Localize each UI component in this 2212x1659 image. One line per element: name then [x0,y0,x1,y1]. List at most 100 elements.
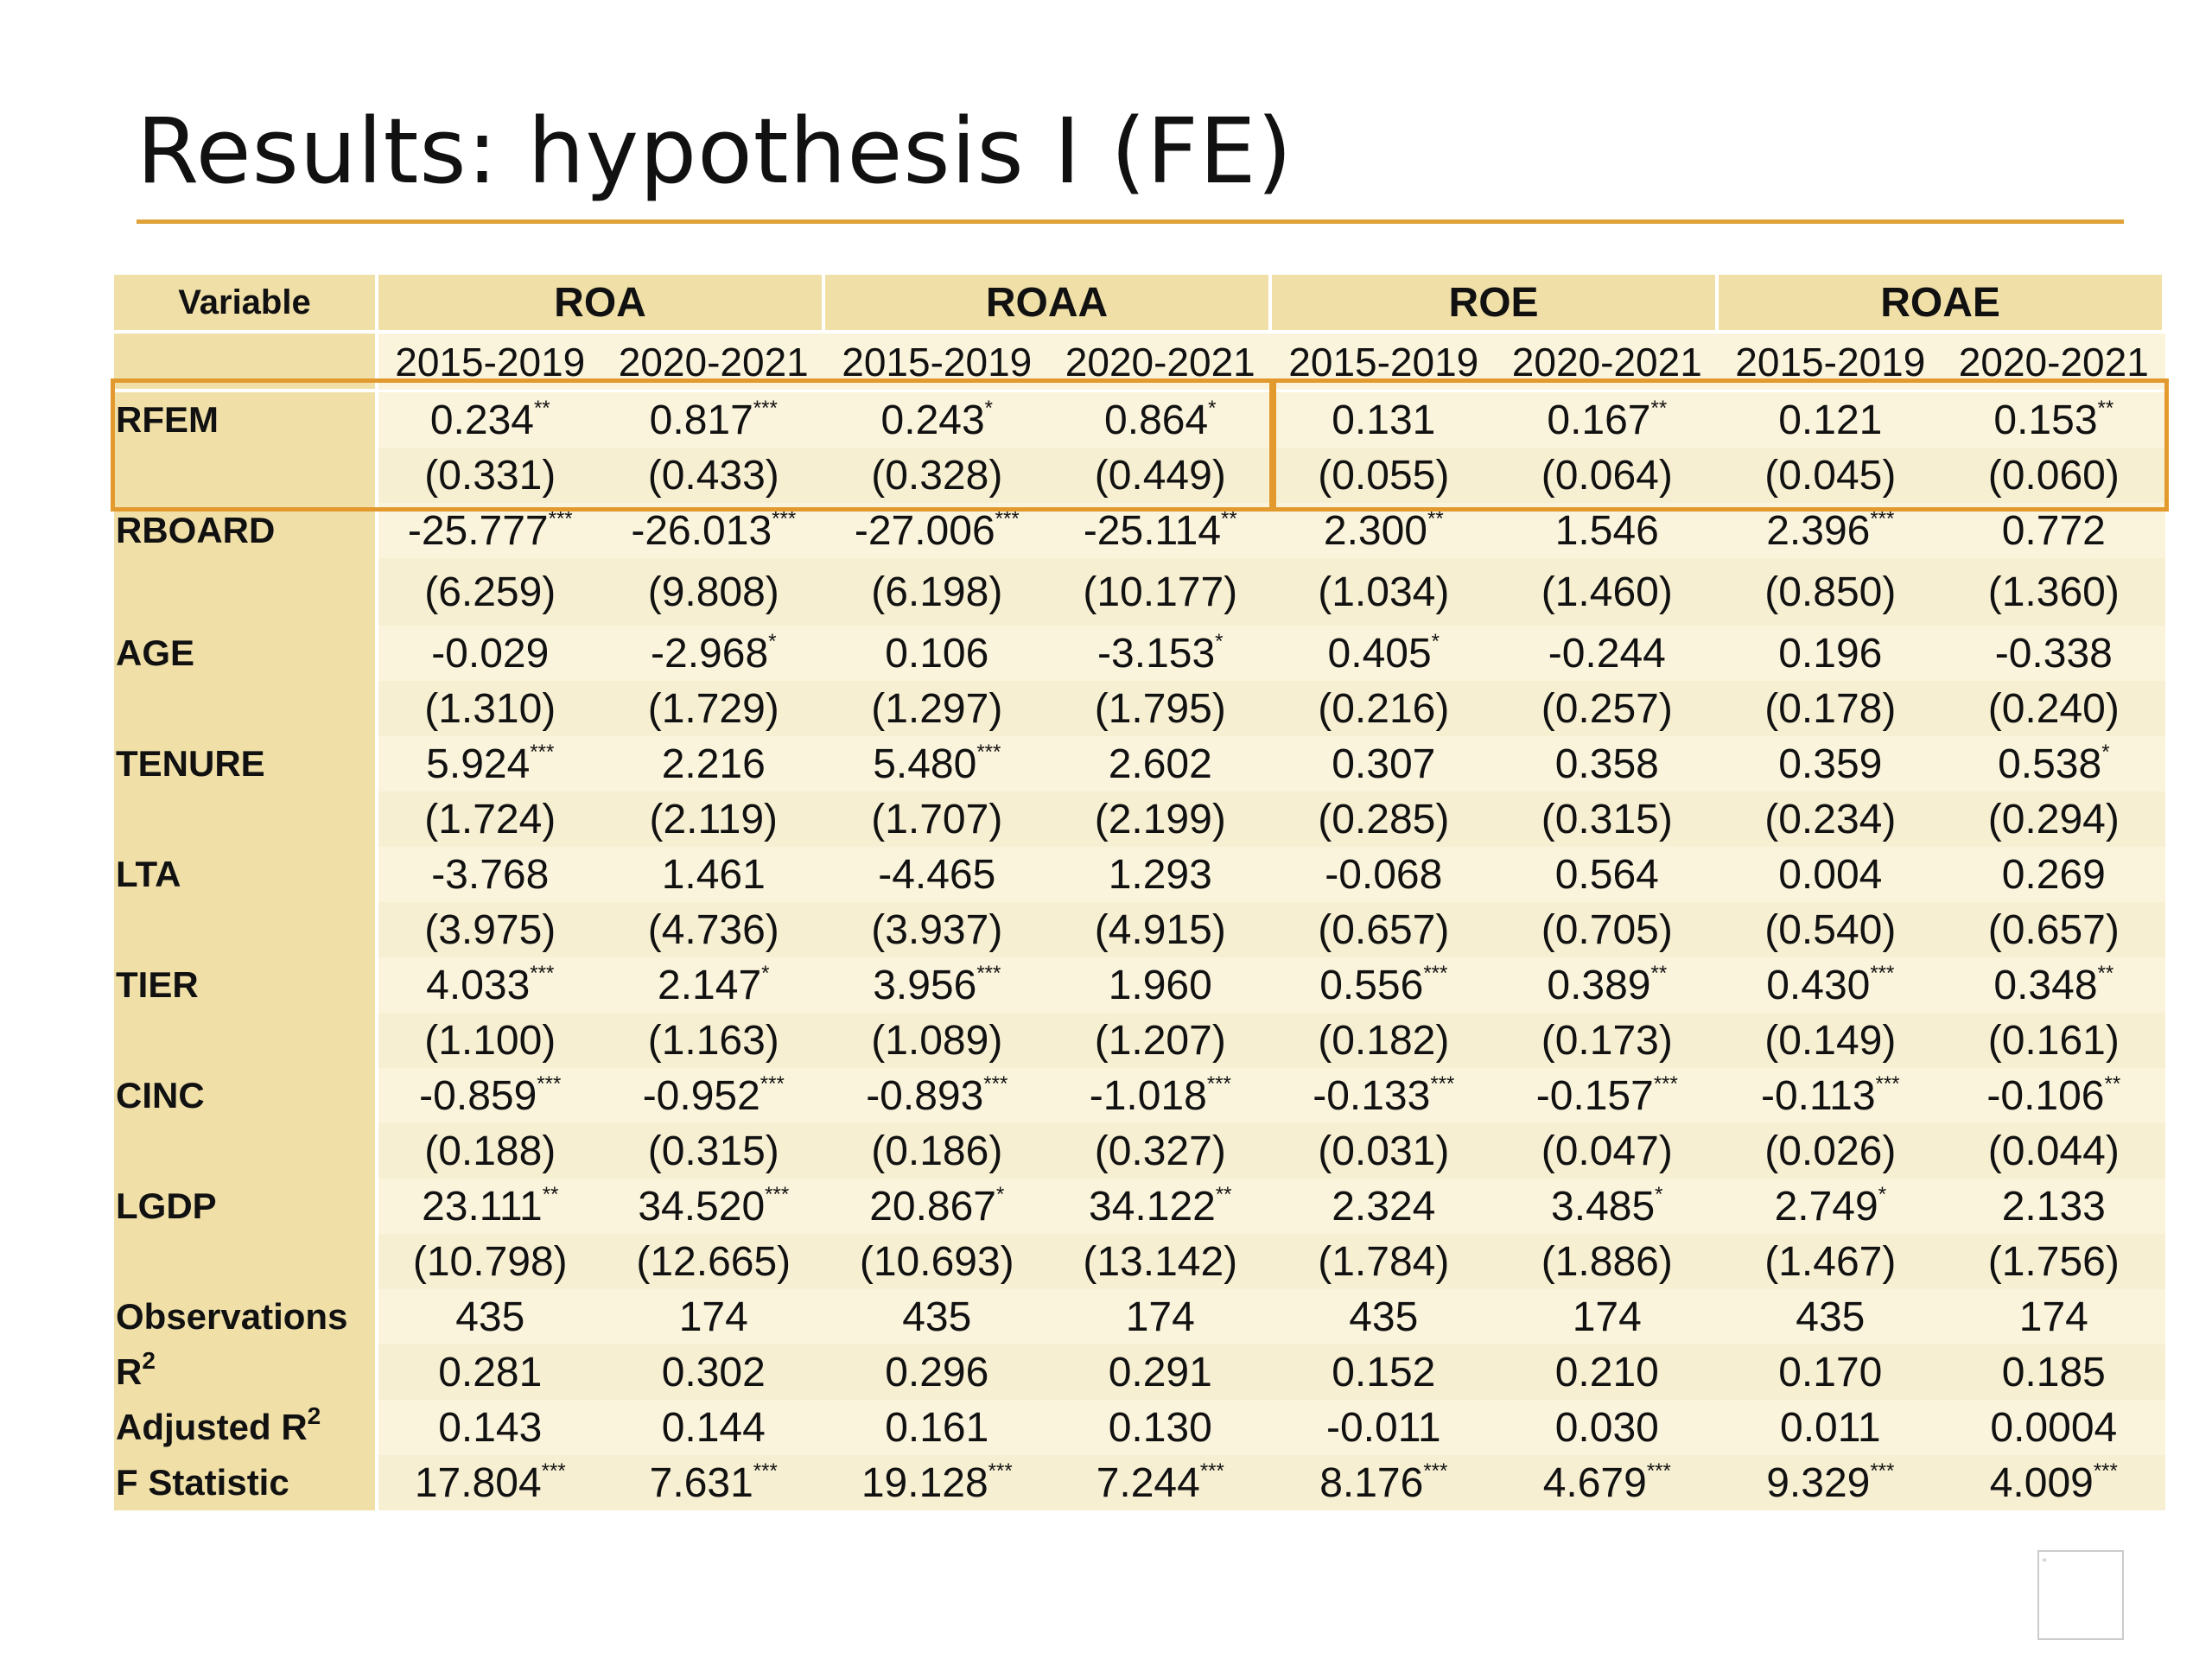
cell-value: 3.956 [873,962,977,1008]
cell-value: 5.924 [426,741,531,787]
table-cell: (13.142) [1048,1234,1273,1289]
cell-value: (0.294) [1987,796,2120,842]
regression-results-table: Variable ROA ROAA ROE ROAE 2015-2019 202… [114,275,2166,1510]
table-cell: 174 [1495,1289,1719,1344]
table-cell: 0.144 [601,1400,826,1455]
table-cell: -25.114** [1048,503,1273,558]
table-cell: 2.324 [1272,1179,1496,1234]
cell-value: -0.011 [1326,1404,1441,1451]
table-cell: 0.302 [601,1344,826,1400]
table-cell: 17.804*** [378,1455,602,1510]
significance-stars: * [1431,629,1440,653]
cell-value: 0.269 [2001,851,2106,898]
table-cell: -0.952*** [601,1068,826,1123]
significance-stars: *** [1423,1459,1448,1483]
table-cell: 1.546 [1495,503,1719,558]
table-cell: (1.207) [1048,1013,1273,1068]
table-cell: (12.665) [601,1234,826,1289]
significance-stars: *** [1430,1071,1455,1096]
cell-value: 0.210 [1554,1349,1659,1395]
cell-value: -0.244 [1548,630,1666,677]
cell-value: (10.798) [412,1238,568,1285]
significance-stars: ** [1427,506,1444,531]
cell-value: (0.449) [1094,452,1226,499]
significance-stars: *** [988,1459,1013,1483]
variable-label [114,558,378,626]
table-cell: (0.182) [1272,1013,1496,1068]
variable-label-text: R [116,1351,143,1392]
table-row: LGDP 23.111** 34.520*** 20.867* 34.122** 2.32… [114,1179,2166,1234]
table-cell: (0.064) [1495,448,1719,503]
variable-header: Variable [114,275,378,334]
cell-value: 0.234 [429,397,534,443]
period-header: 2020-2021 [1942,334,2166,392]
table-cell: 34.122** [1048,1179,1273,1234]
cell-value: (1.795) [1094,685,1226,732]
table-cell: -0.106** [1942,1068,2166,1123]
variable-label-text: RBOARD [116,510,276,550]
period-header: 2015-2019 [1272,334,1496,392]
cell-value: 0.296 [885,1349,989,1395]
group-header-roa: ROA [378,275,826,334]
cell-value: (0.178) [1764,685,1897,732]
cell-value: -0.029 [431,630,550,677]
superscript: 2 [142,1347,156,1374]
table-cell: 0.296 [825,1344,1049,1400]
cell-value: (0.026) [1764,1128,1897,1174]
cell-value: 0.291 [1108,1349,1212,1395]
cell-value: 0.152 [1332,1349,1436,1395]
table-cell: 435 [825,1289,1049,1344]
cell-value: 174 [678,1294,748,1340]
cell-value: (1.207) [1094,1017,1226,1064]
table-cell: (0.315) [601,1123,826,1179]
significance-stars: *** [976,961,1001,985]
cell-value: (0.540) [1764,906,1897,953]
table-cell: 0.359 [1719,736,1942,791]
table-cell: (9.808) [601,558,826,626]
cell-value: 1.461 [661,851,766,898]
table-cell: -4.465 [825,847,1049,902]
cell-value: 0.0004 [1990,1404,2118,1451]
table-row: Adjusted R2 0.143 0.144 0.161 0.130 -0.011 0.0… [114,1400,2166,1455]
cell-value: 23.111 [422,1183,543,1230]
cell-value: (0.161) [1987,1017,2120,1064]
variable-label: CINC [114,1068,378,1123]
table-cell: (0.047) [1495,1123,1719,1179]
variable-label-text: AGE [116,632,195,673]
cell-value: (1.297) [871,685,1003,732]
table-cell: 2.133 [1942,1179,2166,1234]
cell-value: (9.808) [647,569,779,615]
table-cell: 0.011 [1719,1400,1942,1455]
period-header: 2020-2021 [1495,334,1719,392]
table-cell: (1.784) [1272,1234,1496,1289]
period-header: 2015-2019 [378,334,602,392]
cell-value: 2.324 [1332,1183,1436,1230]
period-header: 2015-2019 [1719,334,1942,392]
table-row: Observations 435 174 435 174 435 174 435 174 [114,1289,2166,1344]
cell-value: (4.915) [1094,906,1226,953]
variable-label [114,448,378,503]
table-row-stderr: (3.975) (4.736) (3.937) (4.915) (0.657) (0.70… [114,902,2166,957]
table-cell: (0.257) [1495,681,1719,736]
table-cell: 174 [1942,1289,2166,1344]
table-cell: 0.106 [825,626,1049,681]
table-cell: (3.975) [378,902,602,957]
cell-value: 435 [455,1294,525,1340]
significance-stars: *** [983,1071,1008,1096]
table-cell: (1.297) [825,681,1049,736]
table-cell: (4.736) [601,902,826,957]
table-row: TIER 4.033*** 2.147* 3.956*** 1.960 0.556*** 0… [114,957,2166,1013]
cell-value: 174 [1572,1294,1642,1340]
variable-label [114,1123,378,1179]
table-cell: (1.724) [378,791,602,847]
significance-stars: *** [760,1071,785,1096]
cell-value: 0.030 [1554,1404,1659,1451]
cell-value: (0.285) [1318,796,1450,842]
cell-value: 0.359 [1778,741,1883,787]
cell-value: 435 [1349,1294,1419,1340]
table-cell: (0.149) [1719,1013,1942,1068]
variable-label [114,1013,378,1068]
cell-value: (0.315) [1541,796,1673,842]
table-cell: 0.389** [1495,957,1719,1013]
cell-value: (13.142) [1083,1238,1238,1285]
